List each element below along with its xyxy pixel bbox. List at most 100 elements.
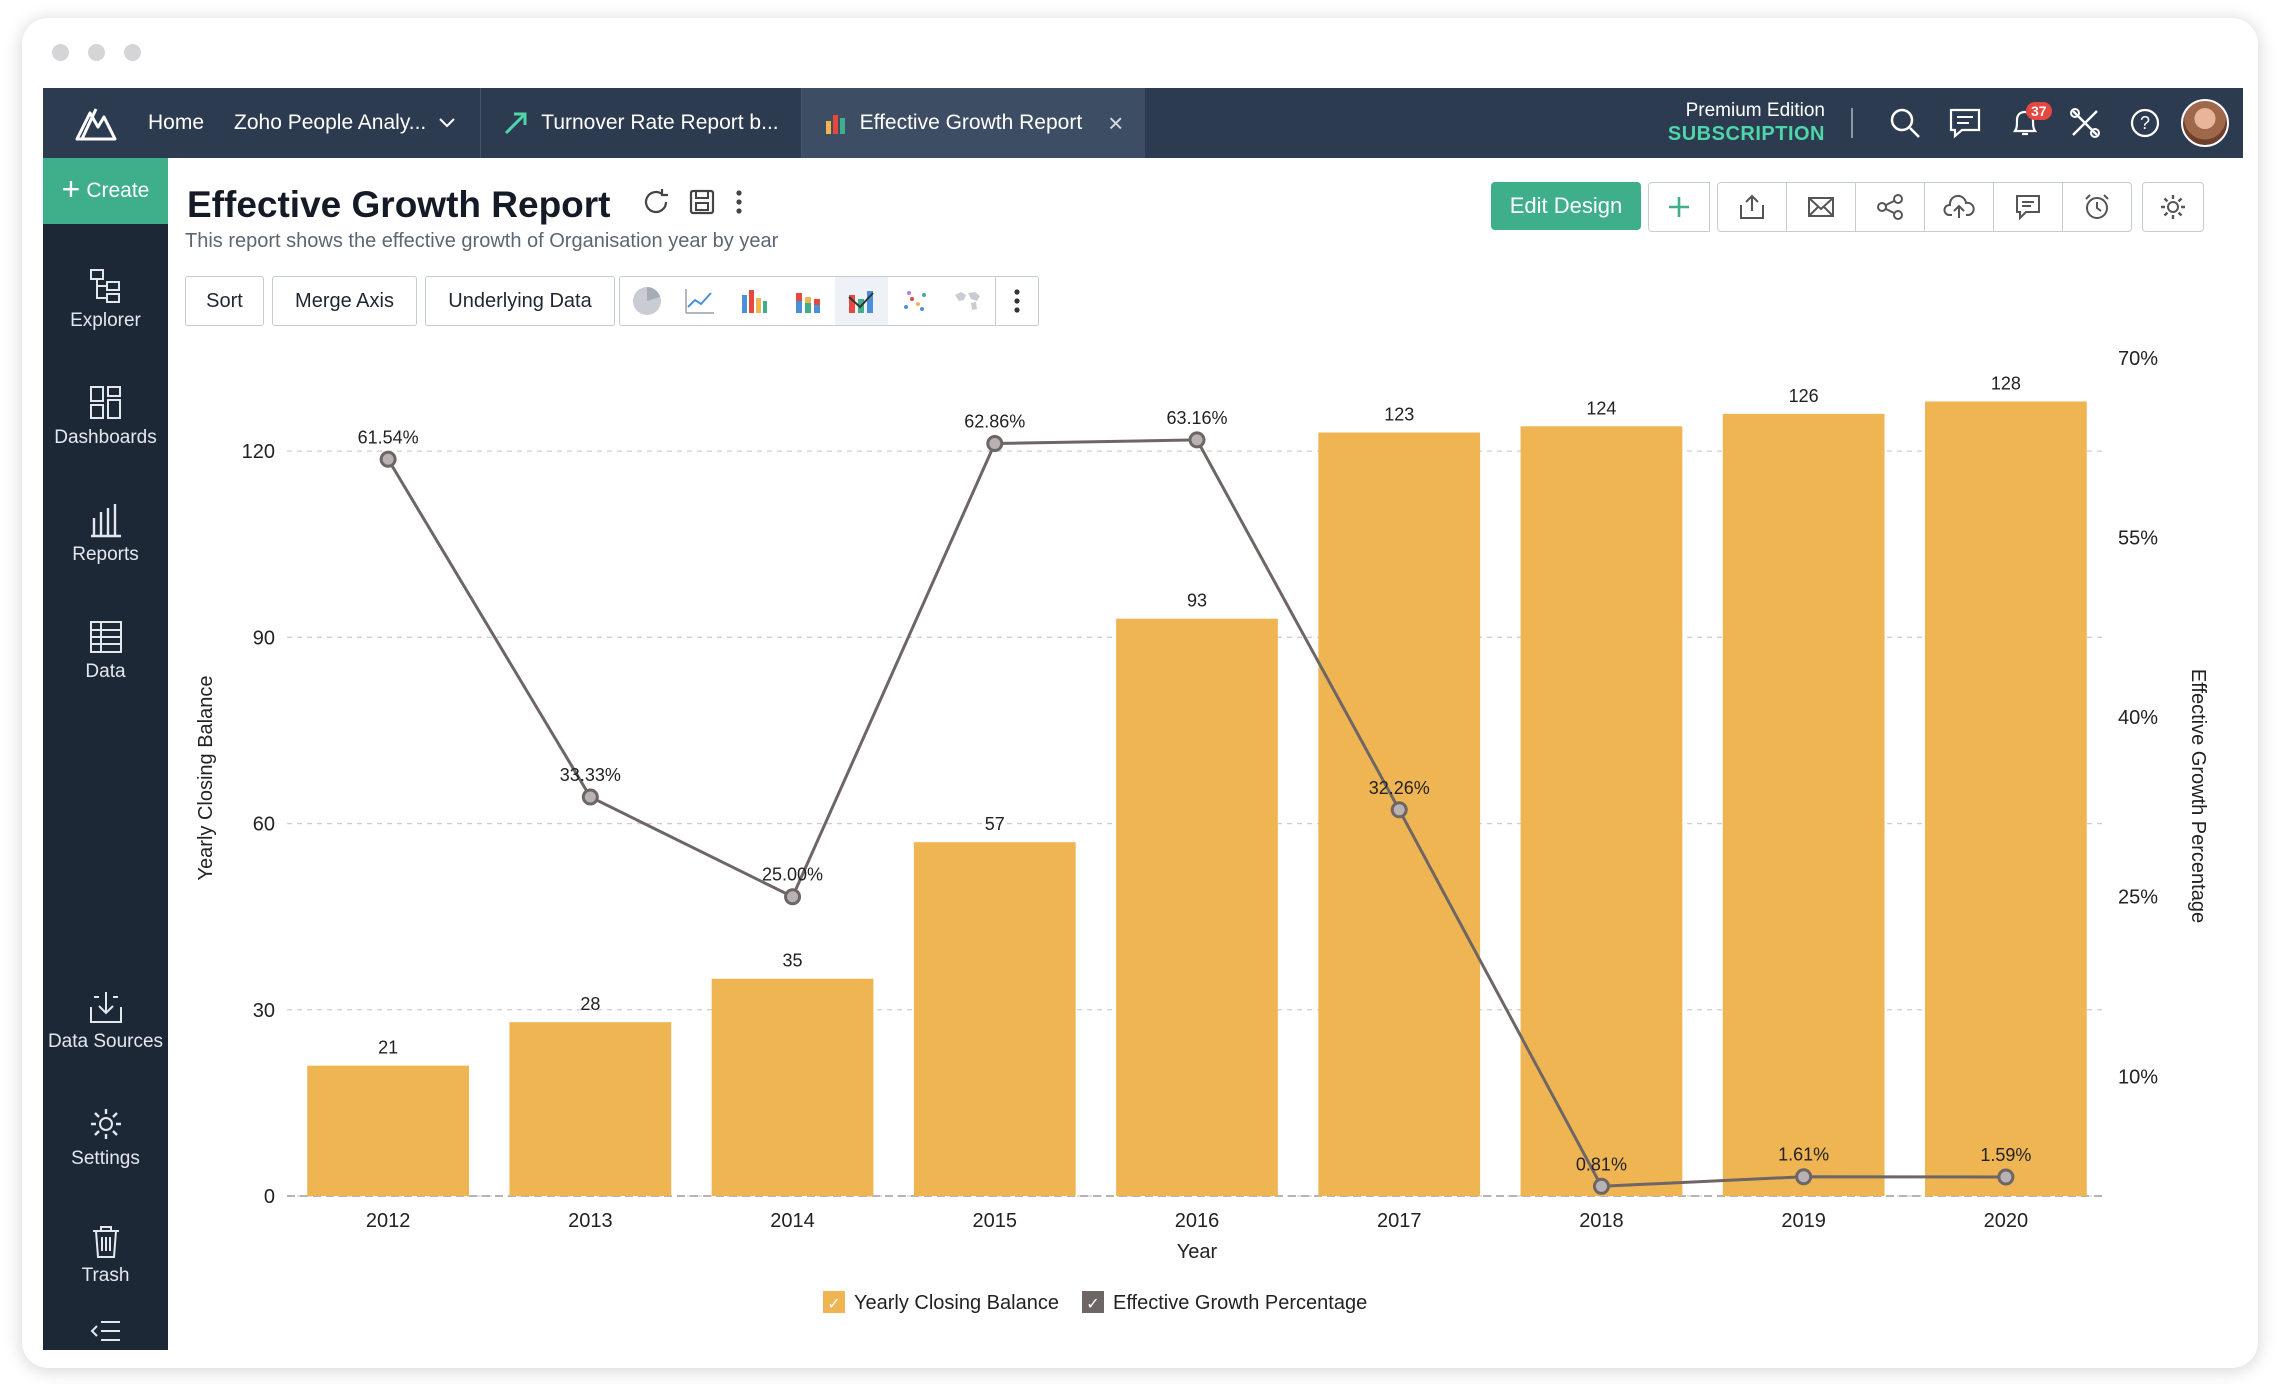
y2-axis-tick-label: 25%: [2118, 887, 2158, 909]
more-chart-options-icon[interactable]: [995, 277, 1038, 325]
sidebar-item-dashboards[interactable]: Dashboards: [43, 385, 168, 449]
report-title: Effective Growth Report: [187, 184, 611, 225]
trash-icon: [92, 1226, 119, 1258]
x-axis-tick-label: 2020: [1984, 1210, 2029, 1232]
sidebar-item-label: Trash: [81, 1265, 130, 1286]
settings-icon: [90, 1109, 121, 1139]
legend-label: Effective Growth Percentage: [1113, 1292, 1367, 1314]
top-nav-bar: Home Zoho People Analy... Turnover Rate …: [43, 88, 2243, 158]
chevron-down-icon: [439, 118, 455, 128]
user-avatar[interactable]: [2181, 99, 2229, 147]
share-button[interactable]: [1855, 182, 1925, 232]
bar: [1925, 401, 2087, 1196]
y-axis-title: Yearly Closing Balance: [195, 676, 217, 881]
email-button[interactable]: [1786, 182, 1856, 232]
line-point: [581, 788, 599, 806]
bar: [1116, 618, 1278, 1196]
combo-chart-type-icon[interactable]: [834, 277, 889, 325]
export-button[interactable]: [1717, 182, 1787, 232]
publish-button[interactable]: [1924, 182, 1994, 232]
pie-chart-type-icon[interactable]: [620, 277, 674, 325]
bar-chart-type-icon[interactable]: [727, 277, 781, 325]
stacked-bar-chart-type-icon[interactable]: [781, 277, 835, 325]
sidebar-item-trash[interactable]: Trash: [43, 1223, 168, 1287]
window-controls: [52, 44, 141, 61]
tools-icon[interactable]: [2055, 88, 2115, 158]
window-zoom-dot[interactable]: [124, 44, 141, 61]
edit-design-button[interactable]: Edit Design: [1491, 182, 1641, 230]
x-axis-tick-label: 2018: [1579, 1210, 1624, 1232]
subscription-link[interactable]: SUBSCRIPTION: [1667, 123, 1825, 146]
tab-effective-growth-report[interactable]: Effective Growth Report ×: [800, 88, 1146, 158]
x-axis-tick-label: 2015: [973, 1210, 1018, 1232]
report-settings-button[interactable]: [2142, 182, 2204, 232]
help-icon[interactable]: ?: [2115, 88, 2175, 158]
bar-chart-tab-icon: [825, 115, 845, 134]
tab-turnover-rate-report[interactable]: Turnover Rate Report b...: [480, 88, 800, 158]
mail-icon: [1808, 197, 1834, 217]
legend-label: Yearly Closing Balance: [854, 1292, 1059, 1314]
sidebar-item-data-sources[interactable]: Data Sources: [43, 989, 168, 1053]
sidebar-item-label: Settings: [71, 1148, 140, 1169]
bar-data-label: 126: [1789, 386, 1819, 406]
create-button[interactable]: + Create: [43, 158, 168, 224]
close-tab-icon[interactable]: ×: [1108, 107, 1124, 138]
sidebar-item-settings[interactable]: Settings: [43, 1106, 168, 1170]
comments-icon[interactable]: [1935, 88, 1995, 158]
y-axis-tick-label: 90: [253, 627, 275, 649]
line-point: [1997, 1168, 2015, 1186]
comment-button[interactable]: [1993, 182, 2063, 232]
refresh-icon[interactable]: [642, 188, 670, 216]
x-axis-tick-label: 2013: [568, 1210, 613, 1232]
window-minimize-dot[interactable]: [88, 44, 105, 61]
line-data-label: 0.81%: [1576, 1154, 1627, 1174]
scatter-chart-type-icon[interactable]: [888, 277, 942, 325]
bar-data-label: 21: [378, 1038, 398, 1058]
app-logo-icon[interactable]: [43, 88, 148, 158]
sidebar-item-data[interactable]: Data: [43, 619, 168, 683]
schedule-button[interactable]: [2062, 182, 2132, 232]
edition-label: Premium Edition: [1685, 99, 1825, 121]
bar-data-label: 57: [985, 814, 1005, 834]
export-icon: [1740, 194, 1764, 219]
notifications-bell-icon[interactable]: 37: [1995, 88, 2055, 158]
line-point: [1592, 1177, 1610, 1195]
line-chart-type-icon[interactable]: [674, 277, 728, 325]
line-data-label: 1.59%: [1980, 1145, 2031, 1165]
merge-axis-button[interactable]: Merge Axis: [272, 276, 417, 326]
home-link[interactable]: Home: [148, 111, 205, 134]
underlying-data-button[interactable]: Underlying Data: [425, 276, 615, 326]
line-data-label: 1.61%: [1778, 1145, 1829, 1165]
sidebar-item-label: Data Sources: [47, 1031, 164, 1052]
cloud-upload-icon: [1943, 194, 1975, 218]
sidebar-item-reports[interactable]: Reports: [43, 502, 168, 566]
save-icon[interactable]: [688, 188, 716, 216]
x-axis-tick-label: 2014: [770, 1210, 815, 1232]
y-axis-tick-label: 60: [253, 814, 275, 836]
edition-info[interactable]: Premium Edition SUBSCRIPTION: [1668, 100, 1825, 147]
y-axis-tick-label: 120: [242, 441, 275, 463]
map-chart-type-icon[interactable]: [942, 277, 996, 325]
tab-label: Turnover Rate Report b...: [541, 111, 779, 134]
window-close-dot[interactable]: [52, 44, 69, 61]
add-button[interactable]: [1648, 182, 1710, 232]
sidebar-item-label: Dashboards: [54, 427, 157, 448]
sidebar-item-label: Explorer: [70, 310, 141, 331]
line-point: [379, 450, 397, 468]
data-icon: [89, 621, 122, 653]
sort-button[interactable]: Sort: [185, 276, 264, 326]
collapse-sidebar-icon[interactable]: [43, 1318, 168, 1350]
bar-data-label: 123: [1384, 404, 1414, 424]
y-axis-tick-label: 0: [264, 1186, 275, 1208]
arrow-diagonal-icon: [505, 112, 527, 135]
sidebar-item-explorer[interactable]: Explorer: [43, 268, 168, 332]
more-options-icon[interactable]: [734, 188, 744, 216]
x-axis-tick-label: 2012: [366, 1210, 411, 1232]
effective-growth-chart[interactable]: 0 30 60 90 120 10% 25% 40% 55% 70% 21 2012 28 2013 35 2…: [22, 18, 2258, 1368]
search-icon[interactable]: [1875, 88, 1935, 158]
y2-axis-tick-label: 70%: [2118, 348, 2158, 370]
line-data-label: 63.16%: [1166, 408, 1227, 428]
bar-data-label: 124: [1586, 398, 1616, 418]
line-data-label: 32.26%: [1369, 778, 1430, 798]
workspace-dropdown[interactable]: Zoho People Analy...: [234, 111, 456, 135]
